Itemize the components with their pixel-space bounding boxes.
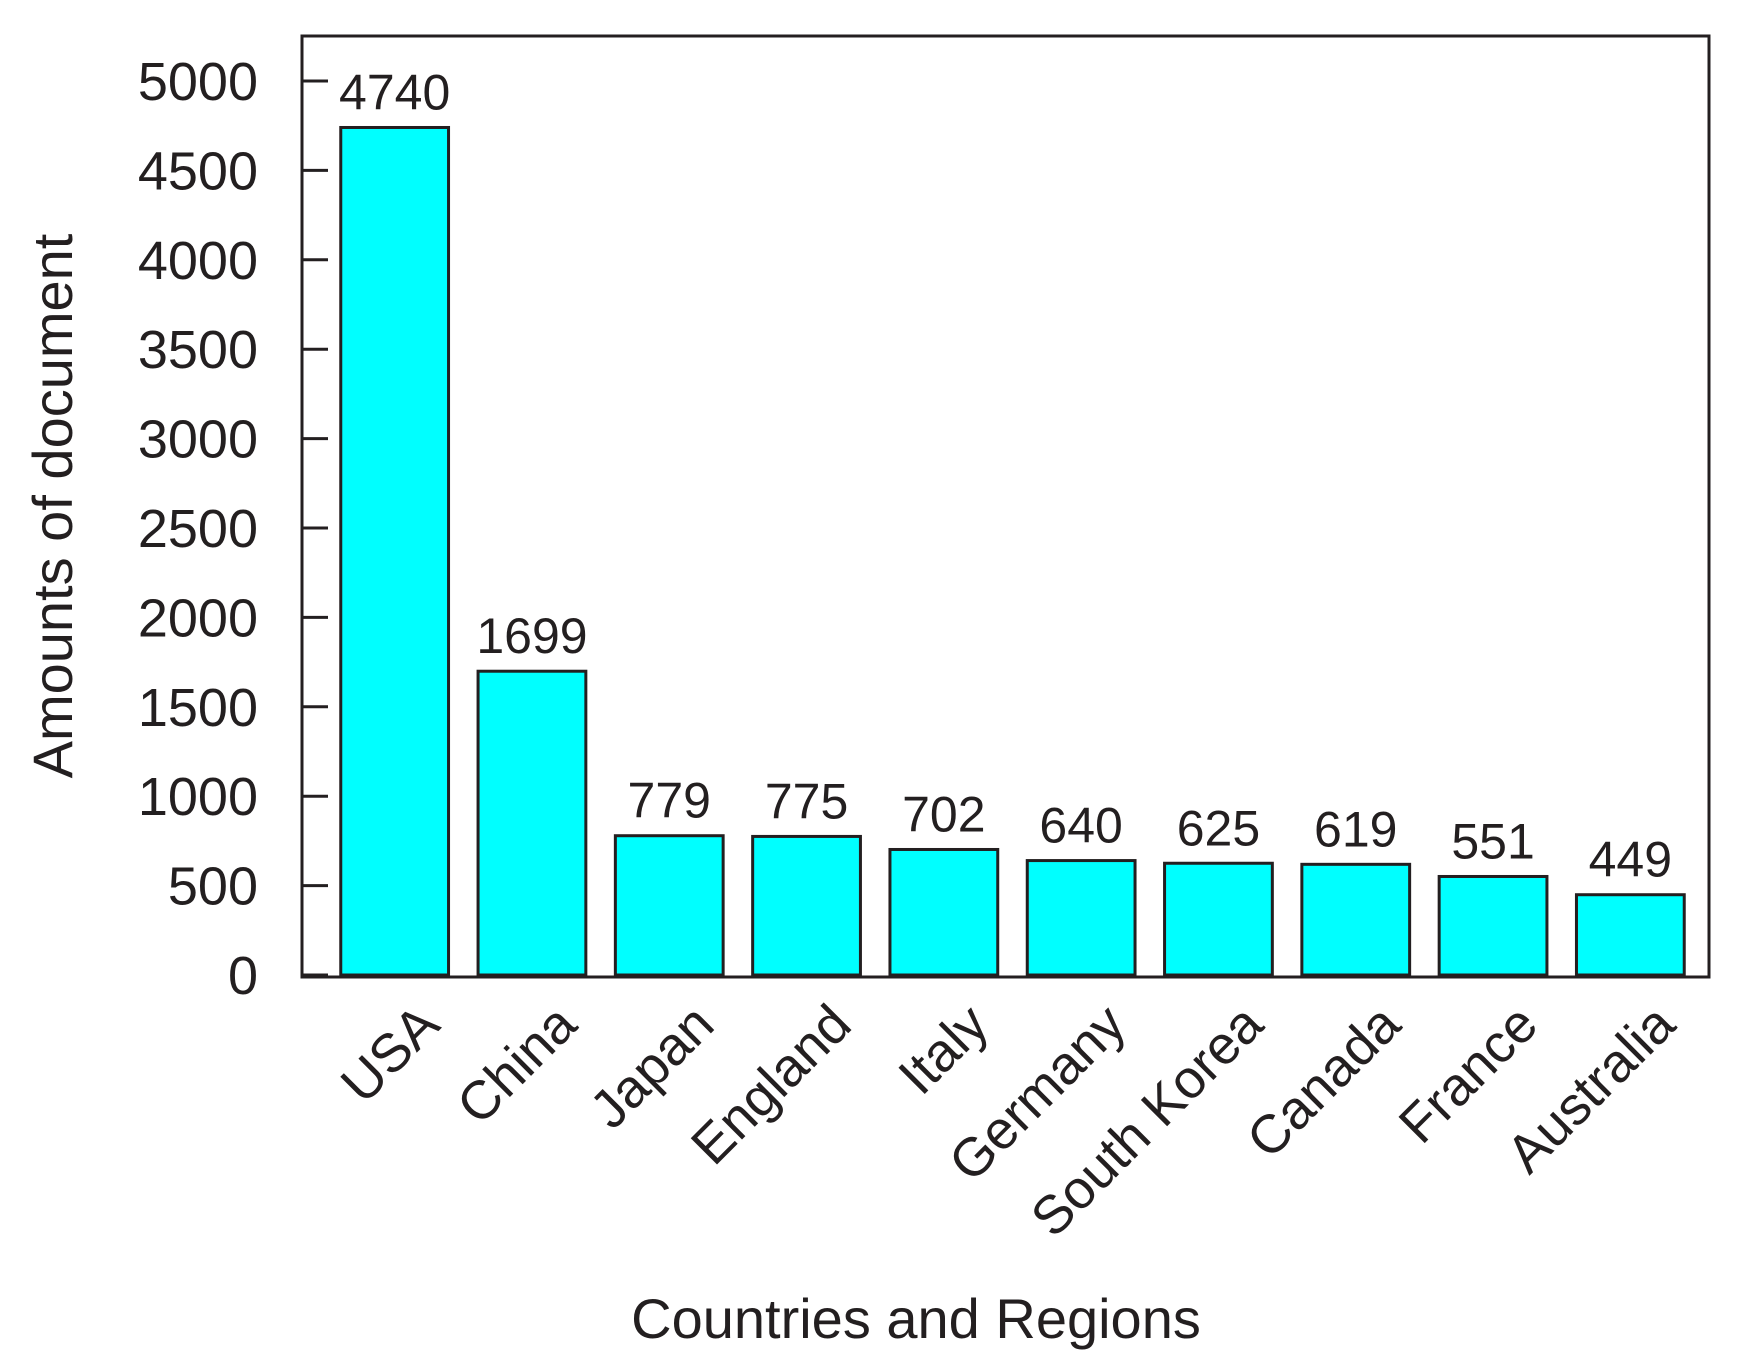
data-label: 640 — [1039, 798, 1122, 854]
y-tick-label: 3000 — [138, 410, 258, 470]
bar-japan — [613, 834, 725, 977]
data-label: 702 — [902, 786, 985, 842]
y-tick-label: 5000 — [138, 52, 258, 112]
x-category-label: Canada — [1236, 993, 1413, 1170]
bar-usa — [339, 125, 451, 977]
bar-australia — [1574, 893, 1686, 977]
data-label: 775 — [765, 773, 848, 829]
y-tick-label: 4500 — [138, 141, 258, 201]
bar-italy — [888, 847, 1000, 977]
bar-england — [751, 834, 862, 977]
x-category-label: USA — [330, 994, 451, 1115]
y-tick-label: 1000 — [138, 767, 258, 827]
y-tick-label: 4000 — [138, 231, 258, 291]
y-axis-ticks: 0 500 1000 1500 2000 2500 3000 3500 4000 4500 5000 — [138, 52, 328, 1006]
bar-canada — [1300, 862, 1412, 977]
x-axis-title: Countries and Regions — [631, 1287, 1201, 1350]
y-tick-label: 3500 — [138, 320, 258, 380]
data-label: 779 — [628, 773, 711, 829]
data-label: 625 — [1177, 800, 1260, 856]
data-labels-group: 4740 1699 779 775 702 640 625 619 551 449 — [339, 64, 1672, 887]
y-axis-title: Amounts of document — [21, 233, 84, 778]
bars-group — [339, 125, 1686, 977]
data-label: 1699 — [476, 608, 587, 664]
x-category-label: China — [446, 993, 589, 1136]
bar-china — [476, 669, 588, 977]
bar-france — [1437, 874, 1549, 977]
y-tick-label: 1500 — [138, 678, 258, 738]
y-tick-label: 0 — [228, 946, 258, 1006]
y-tick-label: 2500 — [138, 499, 258, 559]
bar-south-korea — [1163, 861, 1274, 977]
data-label: 551 — [1451, 813, 1534, 869]
data-label: 449 — [1589, 832, 1672, 888]
x-category-label: Italy — [887, 994, 999, 1106]
plot-frame — [300, 34, 1711, 979]
data-label: 4740 — [339, 64, 450, 120]
bar-germany — [1025, 859, 1137, 977]
y-tick-label: 2000 — [138, 588, 258, 648]
y-tick-label: 500 — [168, 857, 258, 917]
data-label: 619 — [1314, 801, 1397, 857]
